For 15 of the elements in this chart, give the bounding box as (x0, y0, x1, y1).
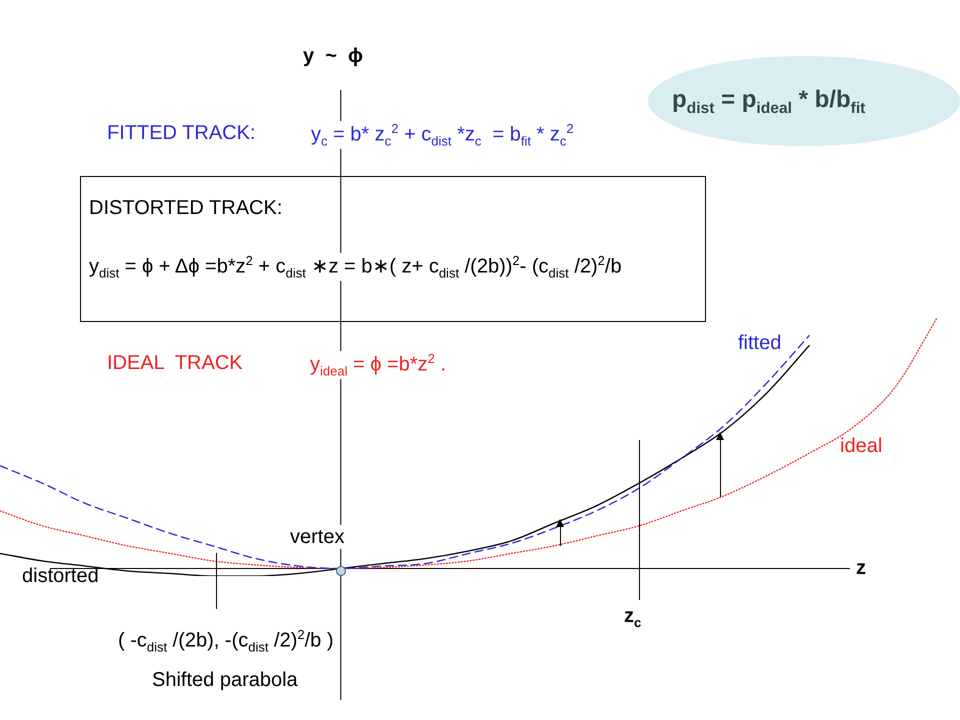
text: FITTED TRACK: (107, 121, 256, 145)
series-label: fitted (738, 331, 782, 355)
text: ( -c$_{dist}$ /(2b), -(c$_{dist}$ /2)$^{2}$/b ) (118, 627, 334, 656)
annotation: IDEAL TRACK (107, 351, 243, 375)
annotation: y$_{ideal}$ = ϕ =b*z$^{2}$ . (310, 351, 446, 380)
text: y$_{dist}$ = ϕ + Δϕ =b*z$^{2}$ + c$_{dist}$ ∗z = b∗( z+ c$_{dist}$ /(2b))$^{2}$- (c$_{dist}$ /2)$^{2}$/b (89, 253, 622, 281)
series-label: distorted (22, 564, 99, 588)
text: p$_{dist}$ = p$_{ideal}$ * b/b$_{fit}$ (672, 86, 866, 118)
text: z$_{c}$ (624, 604, 642, 631)
annotation: z (856, 556, 866, 580)
text: Shifted parabola (152, 668, 298, 692)
annotation: vertex (290, 525, 344, 549)
text: DISTORTED TRACK: (89, 196, 282, 220)
text: y ~ ϕ (303, 44, 364, 68)
series-label: ideal (840, 434, 882, 458)
